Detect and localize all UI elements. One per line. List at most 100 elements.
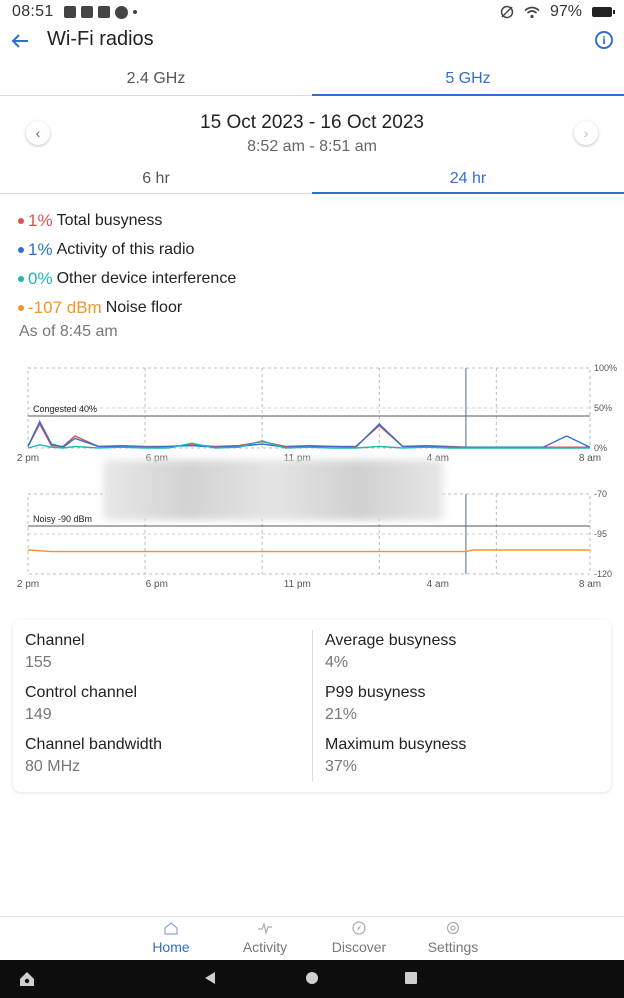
legend-value: -107 dBm (28, 297, 102, 317)
back-button[interactable] (8, 28, 32, 54)
y-tick-label: -95 (594, 529, 607, 539)
x-tick-label: 11 pm (284, 453, 311, 464)
chart-legend: 1% Total busyness 1% Activity of this ra… (18, 206, 236, 322)
next-period-button[interactable]: › (574, 121, 598, 145)
wifi-icon (524, 6, 540, 18)
x-tick-label: 6 pm (146, 579, 168, 590)
legend-value: 0% (28, 268, 53, 288)
stat-label: Control channel (25, 684, 138, 701)
series-line-1 (27, 420, 591, 448)
range-tabs: 6 hr 24 hr (0, 170, 624, 194)
system-navigation-bar (0, 960, 624, 998)
stat-p99-busyness: P99 busyness 21% (325, 682, 605, 734)
more-notifications-icon (132, 10, 137, 14)
chevron-right-icon: › (583, 125, 589, 141)
stat-label: Average busyness (325, 632, 457, 649)
y-tick-label: 50% (594, 403, 612, 413)
stat-channel: Channel 155 (25, 630, 305, 682)
previous-period-button[interactable]: ‹ (26, 121, 50, 145)
tab-2-4-ghz[interactable]: 2.4 GHz (126, 70, 186, 87)
status-bar: 08:51 97% (0, 0, 624, 24)
stat-label: P99 busyness (325, 684, 426, 701)
notification-icons (63, 5, 137, 19)
stats-right-column: Average busyness 4% P99 busyness 21% Max… (325, 630, 605, 786)
stat-maximum-busyness: Maximum busyness 37% (325, 734, 605, 786)
page-title: Wi-Fi radios (47, 28, 154, 50)
nav-label: Activity (242, 939, 288, 955)
stat-average-busyness: Average busyness 4% (325, 630, 605, 682)
stat-value: 4% (325, 654, 349, 671)
back-system-icon[interactable] (203, 970, 217, 991)
legend-radio-activity: 1% Activity of this radio (18, 235, 236, 264)
info-icon: i (602, 32, 606, 47)
status-time: 08:51 (12, 3, 54, 20)
blurred-overlay (103, 460, 443, 520)
home-system-icon[interactable] (305, 970, 319, 991)
stat-label: Channel (25, 632, 85, 649)
nav-label: Home (152, 939, 190, 955)
x-tick-label: 8 am (579, 453, 601, 464)
nav-settings[interactable]: Settings (413, 921, 493, 955)
y-tick-label: 100% (594, 363, 617, 373)
legend-interference: 0% Other device interference (18, 264, 236, 293)
nav-label: Discover (331, 939, 387, 955)
legend-noise-floor: -107 dBm Noise floor (18, 293, 236, 322)
stat-value: 80 MHz (25, 758, 81, 775)
y-tick-label: -120 (594, 569, 612, 579)
nav-discover[interactable]: Discover (319, 921, 399, 955)
tab-6-hr[interactable]: 6 hr (142, 170, 170, 187)
facebook-icon (80, 6, 93, 18)
x-tick-label: 4 am (427, 579, 449, 590)
band-tabs: 2.4 GHz 5 GHz (0, 70, 624, 96)
series-line-0 (27, 549, 590, 553)
tab-5-ghz[interactable]: 5 GHz (312, 70, 624, 96)
legend-dot (18, 304, 24, 311)
play-icon (114, 5, 128, 19)
legend-dot (18, 217, 24, 224)
x-tick-label: 2 pm (17, 579, 39, 590)
legend-label: Total busyness (56, 211, 163, 229)
threshold-label: Noisy -90 dBm (33, 514, 92, 524)
series-line-0 (27, 422, 590, 448)
battery-icon (592, 7, 615, 17)
info-button[interactable]: i (595, 31, 613, 49)
amazon-icon (97, 6, 110, 18)
app-bar: Wi-Fi radios i (0, 26, 624, 56)
date-navigator: ‹ 15 Oct 2023 - 16 Oct 2023 8:52 am - 8:… (0, 108, 624, 160)
x-tick-label: 11 pm (284, 579, 311, 590)
x-tick-label: 6 pm (146, 453, 168, 464)
gallery-icon (63, 6, 76, 18)
y-tick-label: 0% (594, 443, 607, 453)
nav-activity[interactable]: Activity (225, 921, 305, 955)
legend-label: Other device interference (56, 269, 237, 287)
stats-divider (312, 630, 313, 782)
do-not-disturb-icon (500, 5, 514, 19)
legend-total-busyness: 1% Total busyness (18, 206, 236, 235)
busyness-chart: Congested 40% 100% 50% 0% 2 pm 6 pm 11 pm 4 am 8… (17, 363, 617, 464)
legend-dot (18, 275, 24, 282)
stat-control-channel: Control channel 149 (25, 682, 305, 734)
recents-system-icon[interactable] (404, 970, 418, 991)
launcher-home-icon[interactable] (18, 970, 36, 993)
legend-value: 1% (28, 239, 53, 259)
x-tick-label: 8 am (579, 579, 601, 590)
status-right: 97% (500, 3, 615, 21)
legend-label: Noise floor (105, 298, 183, 316)
nav-home[interactable]: Home (131, 921, 211, 955)
legend-value: 1% (28, 210, 53, 230)
chevron-left-icon: ‹ (35, 125, 41, 141)
discover-icon (319, 921, 399, 939)
x-tick-label: 4 am (427, 453, 449, 464)
series-line-2 (27, 440, 590, 449)
as-of-timestamp: As of 8:45 am (19, 323, 118, 340)
channel-stats-card: Channel 155 Control channel 149 Channel … (13, 620, 611, 792)
stat-value: 37% (325, 758, 358, 775)
stat-value: 155 (25, 654, 52, 671)
settings-icon (413, 921, 493, 939)
activity-icon (225, 921, 305, 939)
legend-label: Activity of this radio (56, 240, 195, 258)
tab-24-hr[interactable]: 24 hr (312, 170, 624, 194)
back-arrow-icon (11, 34, 28, 48)
stat-label: Channel bandwidth (25, 736, 162, 753)
stat-value: 21% (325, 706, 358, 723)
